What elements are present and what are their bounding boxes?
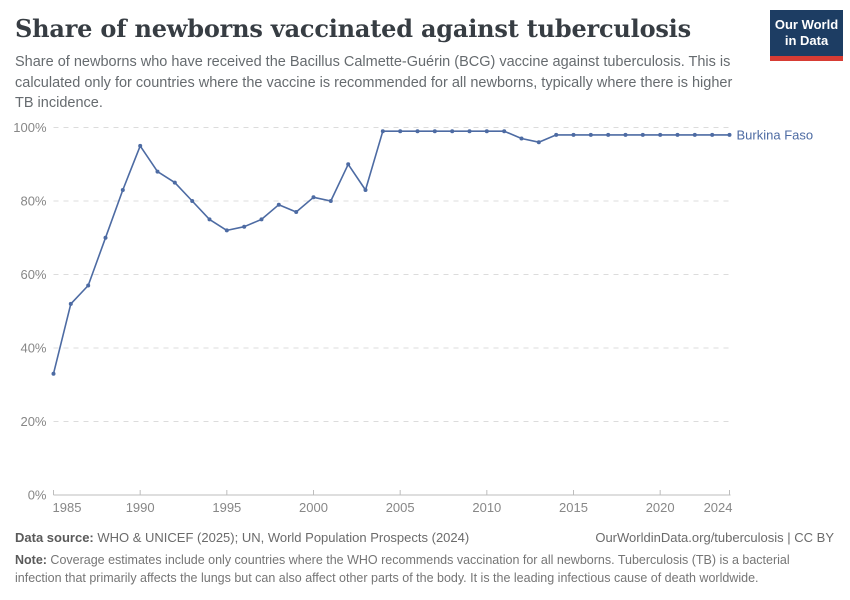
x-tick-label: 2020 xyxy=(646,500,675,515)
line-chart[interactable]: 0% 20% 40% 60% 80% 100% 1985 1990 1995 2000 2005 20… xyxy=(0,112,850,527)
data-point[interactable] xyxy=(311,195,316,200)
data-point[interactable] xyxy=(606,132,611,137)
data-point[interactable] xyxy=(363,188,368,192)
data-point[interactable] xyxy=(640,132,645,137)
data-point[interactable] xyxy=(276,202,281,207)
y-tick-label: 60% xyxy=(20,267,46,282)
x-tick-label: 2010 xyxy=(472,500,501,515)
chart-subtitle: Share of newborns who have received the … xyxy=(15,54,733,112)
x-tick-label: 1995 xyxy=(212,500,241,515)
chart-footer: Data source: WHO & UNICEF (2025); UN, Wo… xyxy=(15,530,834,587)
data-point[interactable] xyxy=(172,180,177,185)
data-point[interactable] xyxy=(554,132,559,137)
data-point[interactable] xyxy=(415,129,420,134)
data-point[interactable] xyxy=(380,129,385,134)
data-point[interactable] xyxy=(710,132,715,137)
note-label: Note: xyxy=(15,553,47,567)
data-point[interactable] xyxy=(623,132,628,137)
note-value: Coverage estimates include only countrie… xyxy=(15,553,790,585)
data-point[interactable] xyxy=(727,132,732,137)
entity-label[interactable]: Burkina Faso xyxy=(737,127,814,142)
y-tick-label: 80% xyxy=(20,194,46,209)
data-source-label: Data source: xyxy=(15,530,94,545)
x-tick-label: 2005 xyxy=(386,500,415,515)
data-point[interactable] xyxy=(519,136,524,141)
data-point[interactable] xyxy=(467,129,472,134)
data-point[interactable] xyxy=(675,132,680,137)
owid-logo[interactable]: Our World in Data xyxy=(770,10,843,61)
data-point[interactable] xyxy=(398,129,403,134)
data-point[interactable] xyxy=(432,129,437,134)
x-tick-label: 1985 xyxy=(53,500,82,515)
data-point[interactable] xyxy=(328,199,333,203)
data-point[interactable] xyxy=(484,129,489,134)
data-point[interactable] xyxy=(294,210,299,214)
y-tick-label: 100% xyxy=(13,120,47,135)
owid-logo-line1: Our World xyxy=(774,17,839,32)
data-point[interactable] xyxy=(120,188,125,192)
data-point[interactable] xyxy=(571,132,576,137)
data-point[interactable] xyxy=(155,169,160,174)
y-tick-label: 20% xyxy=(20,414,46,429)
data-point[interactable] xyxy=(502,129,507,134)
data-point[interactable] xyxy=(588,132,593,137)
y-tick-label: 0% xyxy=(28,488,47,503)
data-point[interactable] xyxy=(103,235,108,240)
data-source: Data source: WHO & UNICEF (2025); UN, Wo… xyxy=(15,530,469,545)
data-point[interactable] xyxy=(242,224,247,229)
data-point[interactable] xyxy=(51,371,56,376)
citation-link[interactable]: OurWorldinData.org/tuberculosis | CC BY xyxy=(595,530,834,545)
chart-svg[interactable]: 0% 20% 40% 60% 80% 100% 1985 1990 1995 2000 2005 20… xyxy=(0,112,850,527)
chart-header: Share of newborns vaccinated against tub… xyxy=(15,14,755,114)
data-point[interactable] xyxy=(207,217,212,222)
x-tick-label: 2024 xyxy=(704,500,733,515)
data-point[interactable] xyxy=(346,162,351,167)
data-point[interactable] xyxy=(138,143,143,148)
data-point[interactable] xyxy=(224,228,229,233)
data-point[interactable] xyxy=(450,129,455,134)
x-tick-label: 2015 xyxy=(559,500,588,515)
data-point[interactable] xyxy=(68,301,73,306)
owid-logo-line2: in Data xyxy=(784,33,829,49)
x-tick-label: 1990 xyxy=(126,500,155,515)
data-source-value: WHO & UNICEF (2025); UN, World Populatio… xyxy=(93,530,470,545)
page-title: Share of newborns vaccinated against tub… xyxy=(15,14,691,43)
data-point[interactable] xyxy=(692,132,697,137)
data-point[interactable] xyxy=(536,140,541,145)
y-tick-label: 40% xyxy=(20,341,46,356)
data-point[interactable] xyxy=(658,132,663,137)
x-tick-label: 2000 xyxy=(299,500,328,515)
data-point[interactable] xyxy=(190,199,195,203)
data-point[interactable] xyxy=(86,283,91,288)
data-line[interactable] xyxy=(52,130,731,375)
data-point[interactable] xyxy=(259,217,264,222)
